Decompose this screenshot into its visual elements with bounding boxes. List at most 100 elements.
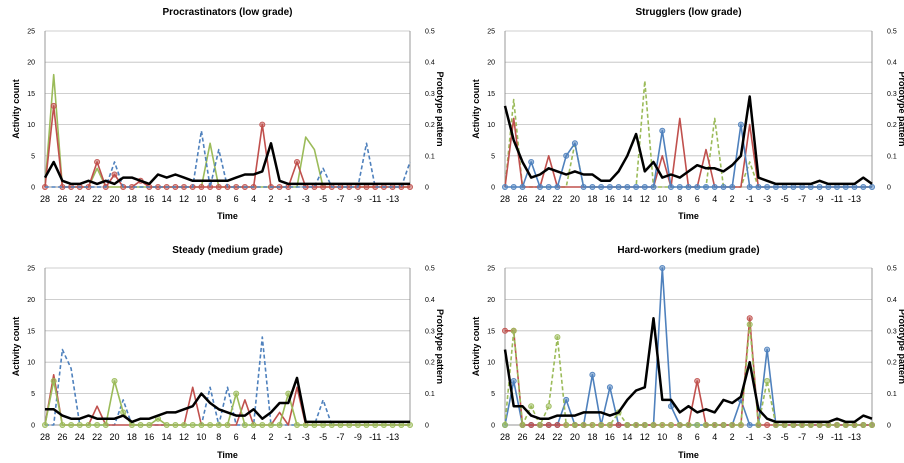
y-axis-label: Activity count	[11, 79, 21, 139]
y2-tick-label: 0.2	[887, 360, 897, 367]
x-axis-label: Time	[678, 450, 699, 460]
y2-tick-label: 0.1	[425, 391, 435, 398]
data-point	[554, 421, 561, 428]
y2-axis-label: Prototype pattern	[435, 309, 445, 384]
data-point	[589, 371, 596, 378]
data-point	[764, 183, 771, 190]
data-point	[363, 183, 370, 190]
x-tick-label: 24	[535, 194, 545, 204]
data-point	[694, 183, 701, 190]
data-point	[519, 183, 526, 190]
series-line	[45, 376, 410, 424]
data-point	[501, 421, 508, 428]
data-point	[755, 421, 762, 428]
x-tick-label: 8	[216, 194, 221, 204]
data-point	[207, 421, 214, 428]
data-point	[50, 377, 57, 384]
data-point	[737, 121, 744, 128]
x-tick-label: 4	[712, 432, 717, 442]
data-point	[42, 421, 49, 428]
y-tick-label: 25	[487, 266, 495, 273]
x-tick-label: -13	[848, 194, 861, 204]
x-tick-label: -5	[319, 194, 327, 204]
data-point	[198, 421, 205, 428]
y-tick-label: 0	[31, 185, 35, 192]
x-tick-label: 12	[640, 432, 650, 442]
chart-panel-3: Steady (medium grade) 0 0 5 0.1 10 0.2 15 0.3 20 0…	[11, 245, 445, 460]
series-2	[42, 102, 413, 190]
x-tick-label: 8	[677, 432, 682, 442]
data-point	[746, 315, 753, 322]
data-point	[59, 421, 66, 428]
y-tick-label: 5	[491, 153, 495, 160]
data-point	[624, 421, 631, 428]
y2-tick-label: 0.4	[887, 60, 897, 67]
data-point	[641, 421, 648, 428]
x-tick-label: -1	[746, 194, 754, 204]
series-line	[504, 323, 872, 426]
series-4	[503, 316, 873, 424]
x-tick-label: -1	[746, 432, 754, 442]
data-point	[94, 421, 101, 428]
x-axis-label: Time	[217, 450, 238, 460]
y-tick-label: 20	[487, 60, 495, 67]
data-point	[545, 183, 552, 190]
data-point	[746, 321, 753, 328]
x-tick-label: 28	[500, 432, 510, 442]
x-tick-label: -13	[386, 194, 399, 204]
x-tick-label: -3	[302, 194, 310, 204]
data-point	[241, 421, 248, 428]
x-tick-label: 22	[92, 432, 102, 442]
y-tick-label: 5	[491, 391, 495, 398]
data-point	[102, 421, 109, 428]
data-point	[337, 421, 344, 428]
data-point	[615, 183, 622, 190]
series-line	[503, 316, 873, 424]
data-point	[668, 403, 675, 410]
data-point	[606, 421, 613, 428]
series-2	[501, 315, 876, 428]
data-point	[311, 421, 318, 428]
x-tick-label: 12	[640, 194, 650, 204]
data-point	[563, 421, 570, 428]
data-point	[589, 183, 596, 190]
x-tick-label: 2	[268, 432, 273, 442]
x-tick-label: 8	[216, 432, 221, 442]
x-tick-label: -3	[763, 194, 771, 204]
x-tick-label: 4	[251, 194, 256, 204]
data-point	[659, 421, 666, 428]
x-tick-label: -5	[781, 432, 789, 442]
x-tick-label: 2	[268, 194, 273, 204]
data-point	[799, 183, 806, 190]
data-point	[302, 421, 309, 428]
data-point	[554, 334, 561, 341]
x-tick-label: 14	[162, 194, 172, 204]
data-point	[259, 121, 266, 128]
data-point	[668, 421, 675, 428]
data-point	[650, 421, 657, 428]
data-point	[711, 421, 718, 428]
x-tick-label: -13	[386, 432, 399, 442]
x-tick-label: -7	[336, 432, 344, 442]
series-3	[501, 121, 876, 190]
x-tick-label: -9	[816, 194, 824, 204]
data-point	[816, 183, 823, 190]
x-tick-label: 10	[196, 194, 206, 204]
y-tick-label: 20	[27, 297, 35, 304]
series-line	[504, 267, 872, 426]
data-point	[589, 421, 596, 428]
x-tick-label: 24	[75, 432, 85, 442]
data-point	[406, 183, 413, 190]
data-point	[519, 421, 526, 428]
y-axis-label: Activity count	[471, 317, 481, 377]
y-tick-label: 25	[27, 29, 35, 36]
data-point	[764, 421, 771, 428]
y-tick-label: 15	[487, 91, 495, 98]
data-point	[676, 183, 683, 190]
data-point	[641, 183, 648, 190]
data-point	[807, 183, 814, 190]
data-point	[501, 327, 508, 334]
data-point	[624, 183, 631, 190]
data-point	[851, 183, 858, 190]
x-tick-label: 10	[657, 194, 667, 204]
